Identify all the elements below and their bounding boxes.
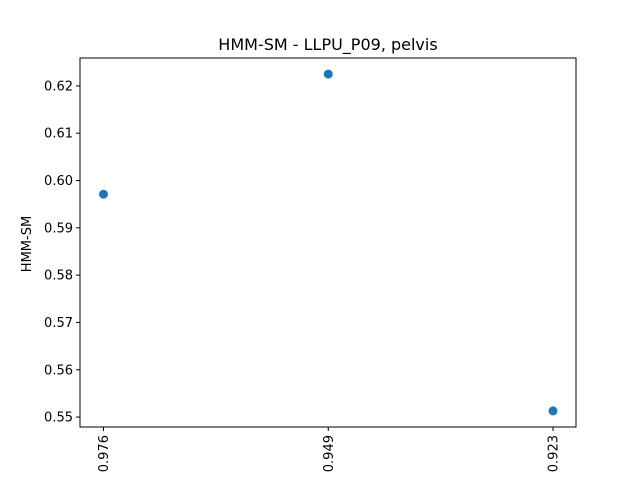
plot-frame <box>79 57 577 428</box>
x-tick-label: 0.923 <box>547 435 562 472</box>
y-tick-label: 0.60 <box>44 174 73 189</box>
y-tick-label: 0.62 <box>44 79 73 94</box>
x-axis: 0.976 0.949 0.923 <box>97 427 562 472</box>
y-axis-label: HMM-SM <box>20 216 35 272</box>
y-tick-label: 0.59 <box>44 221 73 236</box>
chart-title: HMM-SM - LLPU_P09, pelvis <box>218 35 437 55</box>
data-point <box>548 406 558 416</box>
x-tick-label: 0.976 <box>97 435 112 472</box>
data-point <box>323 69 333 79</box>
y-tick-label: 0.56 <box>44 363 73 378</box>
y-tick-label: 0.55 <box>44 411 73 426</box>
x-tick-label: 0.949 <box>322 435 337 472</box>
y-tick-label: 0.57 <box>44 316 73 331</box>
y-tick-label: 0.58 <box>44 269 73 284</box>
scatter-points <box>99 69 558 416</box>
y-tick-label: 0.61 <box>44 127 73 142</box>
y-axis: 0.55 0.56 0.57 0.58 0.59 0.60 0.61 0.62 <box>44 79 80 426</box>
data-point <box>99 189 108 199</box>
